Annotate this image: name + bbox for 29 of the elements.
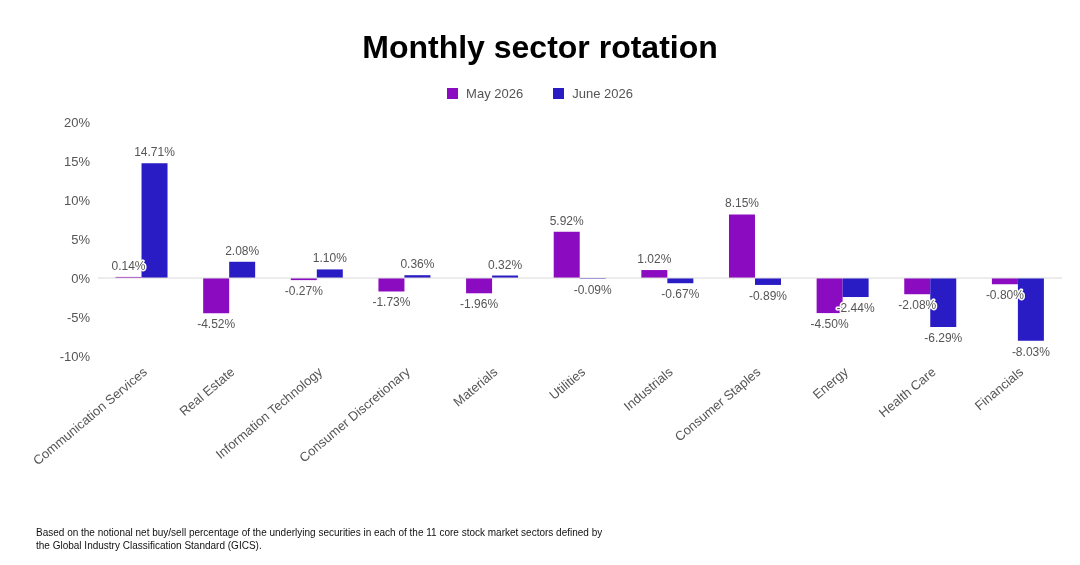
data-label: 1.10% xyxy=(312,251,348,266)
text: Based on the notional net buy/sell percentage of the underlying securities in each of the 11 core stock market sectors defined by the Global Industry Classification Standard (GICS). xyxy=(36,526,604,552)
chart-title: Monthly sector rotation xyxy=(361,28,719,67)
data-label: 8.15% xyxy=(724,196,760,211)
data-label: 1.02% xyxy=(637,252,672,267)
data-label: 5.92% xyxy=(549,213,585,228)
y-tick-label: 15% xyxy=(63,153,91,169)
y-tick-label: 10% xyxy=(63,192,91,208)
data-label: -0.67% xyxy=(661,287,700,302)
y-tick-label: 20% xyxy=(63,114,91,130)
data-label: 14.71% xyxy=(134,145,176,160)
data-label: -0.27% xyxy=(284,284,324,299)
y-tick-label: -5% xyxy=(66,309,91,325)
data-label: 0.32% xyxy=(488,257,523,272)
y-tick-label: 5% xyxy=(71,231,91,247)
data-label: -0.09% xyxy=(573,282,613,297)
data-label: -0.89% xyxy=(748,288,788,303)
y-tick-label: 0% xyxy=(71,270,91,286)
data-label: -4.52% xyxy=(197,317,236,332)
data-label: -1.96% xyxy=(460,297,499,312)
legend-label: June 2026 xyxy=(571,86,633,101)
data-label: -4.50% xyxy=(810,317,849,332)
data-label: -1.73% xyxy=(372,295,411,310)
data-label: -6.29% xyxy=(924,331,963,346)
data-label: 0.36% xyxy=(400,257,435,272)
y-tick-label: -10% xyxy=(59,348,91,364)
data-label: 2.08% xyxy=(225,243,260,258)
legend-label: May 2026 xyxy=(465,86,524,101)
data-label: -8.03% xyxy=(1011,344,1051,359)
